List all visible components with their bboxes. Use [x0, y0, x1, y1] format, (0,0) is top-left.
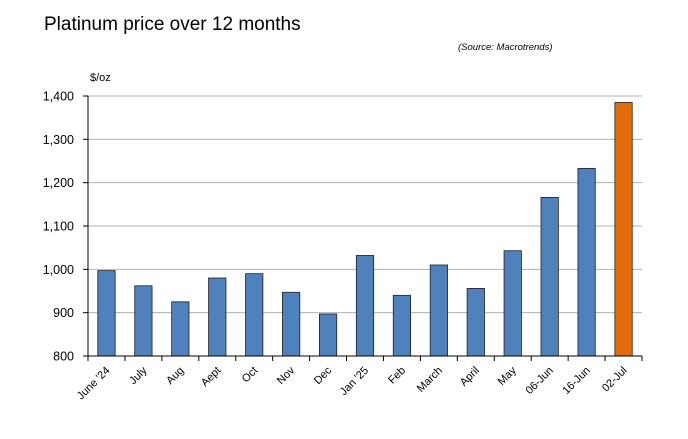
x-tick-label: 06-Jun	[524, 365, 556, 397]
x-tick-label: May	[496, 364, 520, 388]
y-tick-label: 1,000	[43, 263, 74, 277]
bar	[97, 270, 116, 357]
x-tick-label: 02-Jul	[600, 365, 630, 395]
x-tick-label: Jan '25	[338, 365, 371, 398]
chart-title: Platinum price over 12 months	[44, 14, 301, 35]
x-tick-label: Nov	[275, 364, 298, 387]
y-tick-label: 1,100	[43, 220, 74, 234]
y-tick-label: 900	[53, 306, 74, 320]
x-tick-label: 16-Jun	[560, 365, 592, 397]
x-tick-label: Oct	[240, 365, 261, 386]
y-tick-label: 1,400	[43, 90, 74, 104]
bars	[97, 102, 633, 357]
bar	[245, 273, 264, 357]
bar	[134, 285, 153, 357]
bar	[429, 264, 448, 357]
bar	[577, 167, 596, 357]
bar	[171, 301, 190, 357]
x-tick-label: Feb	[386, 365, 408, 387]
bar	[282, 291, 301, 357]
y-tick-label: 1,200	[43, 176, 74, 190]
y-axis-unit-label: $/oz	[90, 72, 111, 84]
bar	[614, 102, 633, 357]
bar	[540, 196, 559, 357]
bar	[392, 294, 412, 357]
bar	[318, 313, 338, 357]
x-tick-label: April	[458, 365, 482, 389]
x-tick-label: June '24	[75, 365, 113, 403]
x-tick-label: Aept	[199, 365, 223, 389]
bar	[466, 287, 485, 357]
bar	[208, 277, 227, 357]
y-tick-labels: 800 900 1,000 1,100 1,200 1,300 1,400	[43, 90, 74, 364]
y-tick-label: 1,300	[43, 133, 74, 147]
bar	[503, 250, 522, 357]
x-tick-label: July	[127, 364, 150, 387]
bar	[355, 255, 375, 357]
y-tick-label: 800	[53, 350, 74, 364]
x-tick-label: March	[415, 365, 445, 395]
x-tick-labels: June '24 July Aug Aept Oct Nov Dec Jan '25 Feb Ma…	[75, 364, 630, 402]
x-tick-label: Aug	[164, 365, 186, 387]
axes	[83, 95, 643, 361]
chart-source: (Source: Macrotrends)	[458, 42, 553, 53]
x-tick-label: Dec	[312, 364, 335, 387]
